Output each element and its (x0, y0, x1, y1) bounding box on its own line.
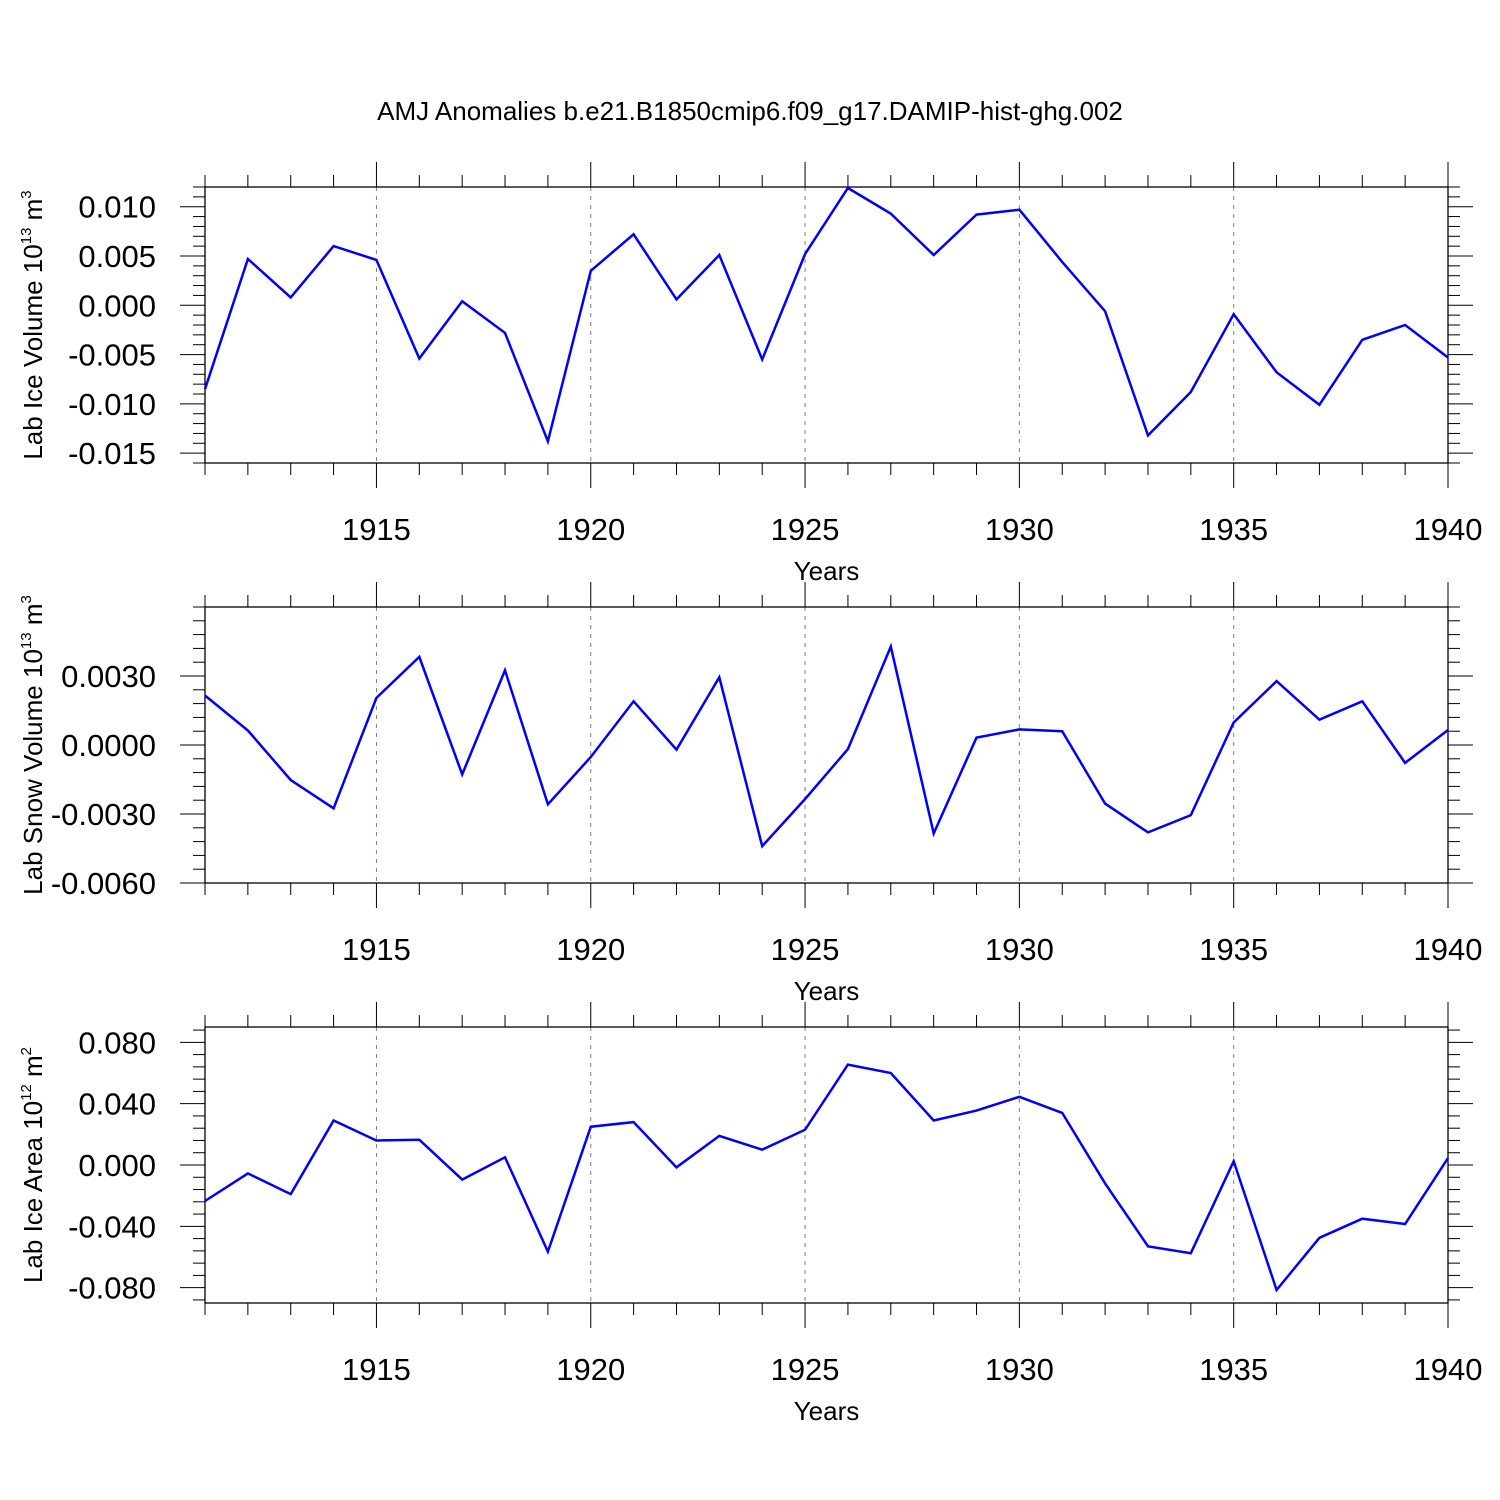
y-axis-title-part: Lab Snow Volume 10 (18, 649, 48, 895)
y-tick-label: -0.080 (68, 1271, 156, 1306)
y-tick-label: 0.005 (78, 239, 156, 274)
x-tick-label: 1920 (556, 512, 625, 547)
x-axis-title: Years (794, 976, 860, 1006)
x-axis-title: Years (794, 556, 860, 586)
x-tick-label: 1925 (771, 512, 840, 547)
y-axis-title: Lab Ice Area 1012 m2 (18, 1047, 48, 1283)
page-title: AMJ Anomalies b.e21.B1850cmip6.f09_g17.D… (377, 96, 1123, 126)
y-axis-title-superscript: 3 (18, 595, 35, 603)
x-tick-label: 1915 (342, 1352, 411, 1387)
x-tick-label: 1920 (556, 932, 625, 967)
x-tick-label: 1935 (1199, 1352, 1268, 1387)
x-tick-label: 1930 (985, 512, 1054, 547)
y-tick-label: -0.040 (68, 1209, 156, 1244)
plot-frame (204, 186, 1449, 464)
y-tick-label: 0.080 (78, 1025, 156, 1060)
x-tick-label: 1935 (1199, 512, 1268, 547)
x-tick-label: 1925 (771, 932, 840, 967)
x-tick-label: 1920 (556, 1352, 625, 1387)
y-tick-label: -0.0030 (51, 797, 156, 832)
x-tick-label: 1930 (985, 932, 1054, 967)
series-line (204, 1063, 1450, 1293)
y-axis-title-superscript: 13 (18, 632, 35, 649)
series-line (203, 186, 1449, 446)
y-axis-title-part: m (18, 199, 48, 228)
y-axis-title-superscript: 2 (18, 1047, 35, 1055)
y-axis-title-part: m (18, 604, 48, 633)
chart-panel-3: 1915 1920 1925 1930 1935 1940 0.080 0.040 0.000 -… (18, 1002, 1482, 1426)
x-axis-title: Years (794, 1396, 860, 1426)
chart-panel-1: 1915 1920 1925 1930 1935 1940 0.010 0.005 0.000 -… (18, 162, 1482, 586)
y-tick-label: -0.010 (68, 387, 156, 422)
y-axis-title: Lab Snow Volume 1013 m3 (18, 595, 48, 895)
series-line (204, 642, 1449, 849)
x-tick-label: 1935 (1199, 932, 1268, 967)
x-tick-label: 1915 (342, 512, 411, 547)
x-tick-label: 1925 (771, 1352, 840, 1387)
chart-panel-2: 1915 1920 1925 1930 1935 1940 0.0030 0.0000 -0.0… (18, 582, 1482, 1006)
x-tick-label: 1940 (1414, 512, 1483, 547)
y-axis-title-part: Lab Ice Area 10 (18, 1101, 48, 1283)
y-axis-title: Lab Ice Volume 1013 m3 (18, 190, 48, 459)
x-tick-label: 1930 (985, 1352, 1054, 1387)
y-axis-title-superscript: 13 (18, 228, 35, 245)
y-tick-label: 0.0030 (61, 659, 156, 694)
y-tick-label: 0.000 (78, 288, 156, 323)
x-tick-label: 1940 (1414, 1352, 1483, 1387)
plot-frame (204, 1026, 1449, 1304)
y-tick-label: 0.010 (78, 190, 156, 225)
x-tick-label: 1915 (342, 932, 411, 967)
y-tick-label: 0.0000 (61, 728, 156, 763)
y-tick-label: -0.0060 (51, 866, 156, 901)
y-tick-label: -0.005 (68, 338, 156, 373)
y-tick-label: 0.000 (78, 1148, 156, 1183)
y-axis-title-part: m (18, 1055, 48, 1084)
y-tick-label: -0.015 (68, 436, 156, 471)
plot-frame (204, 606, 1449, 884)
y-axis-title-part: Lab Ice Volume 10 (18, 244, 48, 459)
x-tick-label: 1940 (1414, 932, 1483, 967)
y-axis-title-superscript: 12 (18, 1084, 35, 1101)
y-axis-title-superscript: 3 (18, 190, 35, 198)
y-tick-label: 0.040 (78, 1087, 156, 1122)
